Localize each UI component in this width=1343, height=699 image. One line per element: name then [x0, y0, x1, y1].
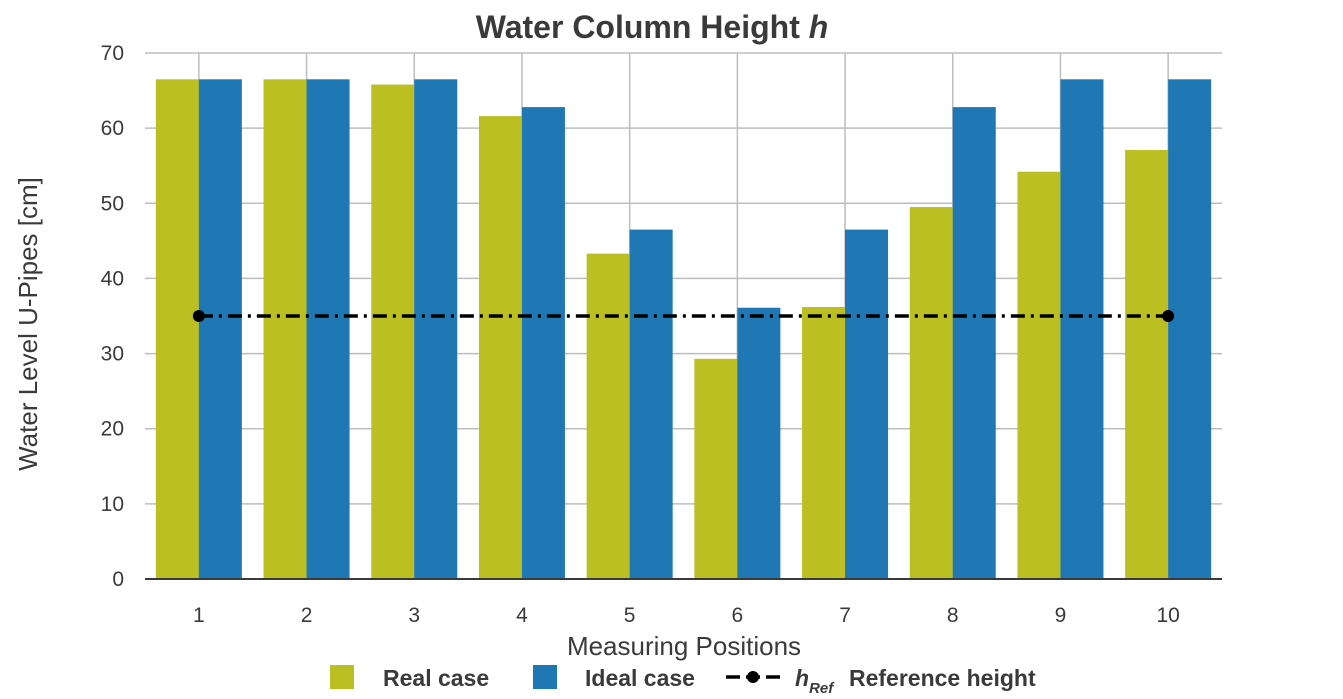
bar-ideal-case-4 [521, 107, 565, 580]
x-tick-label: 10 [1156, 604, 1179, 627]
reference-marker-end [1162, 310, 1175, 322]
y-tick-label: 10 [101, 493, 124, 516]
x-tick-label: 1 [193, 604, 205, 627]
x-tick-labels: 1 2 3 4 5 6 7 8 9 10 [193, 604, 1180, 627]
legend-swatch-real-case [330, 665, 354, 689]
legend-swatch-ideal-case [533, 665, 557, 689]
chart-title: Water Column Height h [476, 9, 829, 45]
bar-ideal-case-3 [414, 79, 458, 580]
y-tick-label: 30 [101, 343, 124, 366]
y-tick-label: 0 [112, 568, 124, 591]
bar-ideal-case-9 [1060, 79, 1104, 580]
bar-ideal-case-2 [306, 79, 350, 580]
bar-real-case-4 [478, 116, 522, 580]
legend-label-ideal-case: Ideal case [585, 665, 695, 691]
bar-ideal-case-10 [1168, 79, 1212, 580]
x-tick-label: 2 [301, 604, 313, 627]
legend-reference-marker-icon [747, 671, 759, 683]
y-tick-labels: 0 10 20 30 40 50 60 70 [101, 42, 124, 591]
bar-real-case-3 [371, 84, 415, 579]
bar-ideal-case-8 [952, 107, 996, 580]
legend-label-reference-height: Reference height [849, 665, 1036, 691]
y-tick-label: 40 [101, 267, 124, 290]
legend-label-real-case: Real case [383, 665, 489, 691]
bar-real-case-9 [1017, 171, 1061, 579]
bar-real-case-10 [1125, 149, 1169, 580]
bar-ideal-case-7 [845, 229, 889, 580]
x-tick-label: 7 [839, 604, 851, 627]
x-tick-label: 6 [732, 604, 744, 627]
bar-real-case-7 [802, 306, 846, 579]
bar-real-case-8 [909, 207, 953, 580]
x-tick-label: 9 [1055, 604, 1067, 627]
bar-real-case-2 [263, 79, 307, 580]
x-tick-label: 8 [947, 604, 959, 627]
legend-symbol-href: hRef [795, 665, 835, 694]
y-tick-label: 60 [101, 117, 124, 140]
y-tick-label: 20 [101, 418, 124, 441]
bar-ideal-case-5 [629, 229, 673, 580]
x-tick-label: 5 [624, 604, 636, 627]
bars [155, 79, 1212, 580]
x-axis-label: Measuring Positions [567, 631, 801, 661]
y-tick-label: 70 [101, 42, 124, 65]
reference-marker-start [192, 310, 205, 322]
x-tick-label: 4 [516, 604, 528, 627]
bar-ideal-case-6 [737, 307, 781, 579]
bar-real-case-6 [694, 358, 738, 579]
y-axis-label: Water Level U-Pipes [cm] [13, 177, 43, 471]
legend: Real case Ideal case hRef Reference heig… [330, 665, 1036, 697]
reference-line-group [192, 310, 1175, 322]
bar-ideal-case-1 [198, 79, 242, 580]
x-tick-label: 3 [408, 604, 420, 627]
bar-real-case-5 [586, 253, 630, 580]
y-tick-label: 50 [101, 192, 124, 215]
bar-real-case-1 [155, 79, 199, 580]
